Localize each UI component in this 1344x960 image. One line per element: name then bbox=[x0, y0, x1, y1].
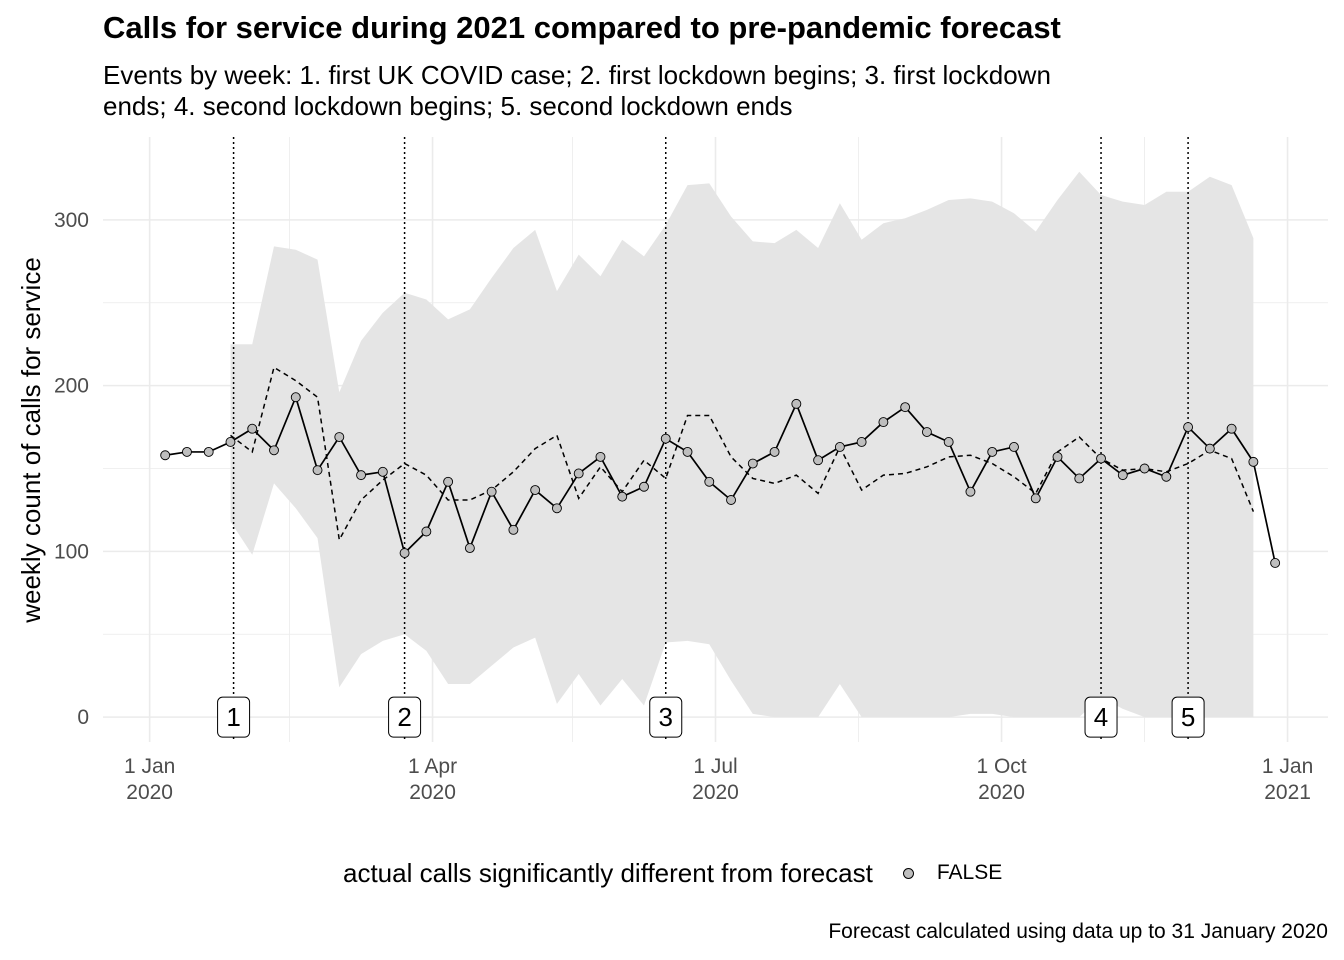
actual-points bbox=[160, 392, 1281, 568]
actual-point bbox=[508, 524, 519, 535]
chart-subtitle: Events by week: 1. first UK COVID case; … bbox=[103, 60, 1051, 121]
actual-point bbox=[682, 446, 693, 457]
event-label-box bbox=[1084, 696, 1118, 738]
actual-point bbox=[1183, 422, 1194, 433]
legend-point-key bbox=[901, 866, 915, 880]
x-tick-label: 1 Apr 2020 bbox=[408, 755, 457, 804]
actual-point bbox=[791, 398, 802, 409]
x-tick-label: 1 Jan 2021 bbox=[1262, 755, 1313, 804]
actual-point bbox=[856, 437, 867, 447]
actual-point bbox=[1117, 470, 1128, 481]
actual-point bbox=[1204, 443, 1215, 454]
actual-point bbox=[617, 491, 628, 502]
event-label-text: 3 bbox=[659, 702, 673, 732]
actual-point bbox=[377, 466, 388, 477]
legend-label: FALSE bbox=[936, 861, 1003, 884]
y-tick-label: 100 bbox=[54, 540, 89, 563]
actual-line bbox=[165, 394, 1276, 564]
actual-point bbox=[1270, 558, 1281, 568]
actual-point bbox=[486, 486, 497, 497]
event-label-5: 5 bbox=[1171, 696, 1205, 738]
chart-title: Calls for service during 2021 compared t… bbox=[103, 10, 1061, 45]
actual-point bbox=[334, 432, 345, 442]
event-labels: 1 2 3 4 5 bbox=[217, 696, 1205, 738]
actual-point bbox=[639, 481, 649, 492]
y-axis-title: weekly count of calls for service bbox=[16, 257, 46, 624]
actual-point bbox=[660, 433, 671, 444]
actual-point bbox=[1074, 473, 1085, 484]
actual-point bbox=[573, 468, 584, 479]
y-tick-label: 0 bbox=[77, 706, 89, 729]
y-tick-label: 300 bbox=[54, 209, 89, 232]
chart-caption: Forecast calculated using data up to 31 … bbox=[828, 920, 1328, 943]
actual-point bbox=[356, 470, 367, 481]
actual-point bbox=[1009, 442, 1019, 452]
actual-point bbox=[443, 476, 454, 487]
actual-point bbox=[203, 446, 214, 457]
actual-point bbox=[1096, 453, 1106, 464]
y-tick-label: 200 bbox=[54, 375, 89, 398]
y-axis-ticks: 0 100 200 300 bbox=[54, 209, 89, 729]
event-label-1: 1 bbox=[217, 696, 251, 738]
actual-point bbox=[1052, 451, 1063, 462]
actual-point bbox=[813, 455, 824, 466]
actual-point bbox=[399, 548, 410, 558]
event-label-text: 1 bbox=[226, 702, 240, 732]
actual-point bbox=[551, 503, 562, 514]
actual-point bbox=[1226, 423, 1237, 434]
actual-point bbox=[312, 465, 323, 476]
event-label-text: 4 bbox=[1094, 702, 1108, 732]
x-tick-label: 1 Jul 2020 bbox=[692, 755, 739, 804]
event-label-4: 4 bbox=[1084, 696, 1118, 738]
actual-point bbox=[290, 392, 301, 403]
actual-point bbox=[1161, 471, 1172, 482]
actual-point bbox=[878, 417, 889, 428]
actual-line-layer bbox=[165, 394, 1276, 564]
actual-point bbox=[595, 451, 606, 462]
event-label-3: 3 bbox=[649, 696, 683, 738]
event-label-text: 2 bbox=[397, 702, 411, 732]
actual-point bbox=[421, 526, 432, 537]
actual-point bbox=[181, 446, 192, 457]
actual-point bbox=[160, 450, 171, 461]
actual-point bbox=[1248, 456, 1259, 467]
x-tick-label: 1 Oct 2020 bbox=[976, 755, 1026, 804]
x-tick-label: 1 Jan 2020 bbox=[124, 755, 175, 804]
actual-point bbox=[247, 423, 258, 434]
actual-point bbox=[726, 495, 736, 505]
event-label-2: 2 bbox=[388, 696, 422, 738]
actual-point bbox=[704, 476, 715, 487]
actual-point bbox=[1030, 493, 1041, 504]
actual-point bbox=[943, 437, 954, 447]
legend-title: actual calls significantly different fro… bbox=[343, 857, 873, 888]
actual-point bbox=[900, 402, 911, 413]
actual-point bbox=[921, 427, 932, 437]
event-label-box bbox=[1171, 696, 1205, 738]
forecast-line-layer bbox=[230, 366, 1255, 543]
actual-point bbox=[747, 458, 758, 469]
event-label-box bbox=[217, 696, 251, 738]
actual-point bbox=[1139, 463, 1150, 474]
legend: actual calls significantly different fro… bbox=[343, 856, 1002, 890]
actual-point bbox=[965, 486, 976, 497]
forecast-line bbox=[230, 366, 1255, 543]
event-lines bbox=[232, 137, 1189, 742]
actual-point bbox=[530, 485, 541, 496]
actual-point bbox=[769, 446, 780, 457]
actual-point bbox=[834, 442, 845, 452]
actual-point bbox=[987, 446, 998, 457]
actual-point bbox=[225, 437, 236, 447]
event-label-text: 5 bbox=[1181, 702, 1195, 732]
event-label-box bbox=[388, 696, 422, 738]
forecast-interval-layer bbox=[230, 171, 1254, 718]
forecast-interval bbox=[230, 171, 1254, 718]
actual-point bbox=[464, 543, 475, 554]
x-axis-ticks: 1 Jan 2020 1 Apr 2020 1 Jul 2020 1 Oct 2020 1 Ja… bbox=[124, 755, 1313, 804]
actual-point bbox=[269, 445, 279, 456]
event-label-box bbox=[649, 696, 683, 738]
